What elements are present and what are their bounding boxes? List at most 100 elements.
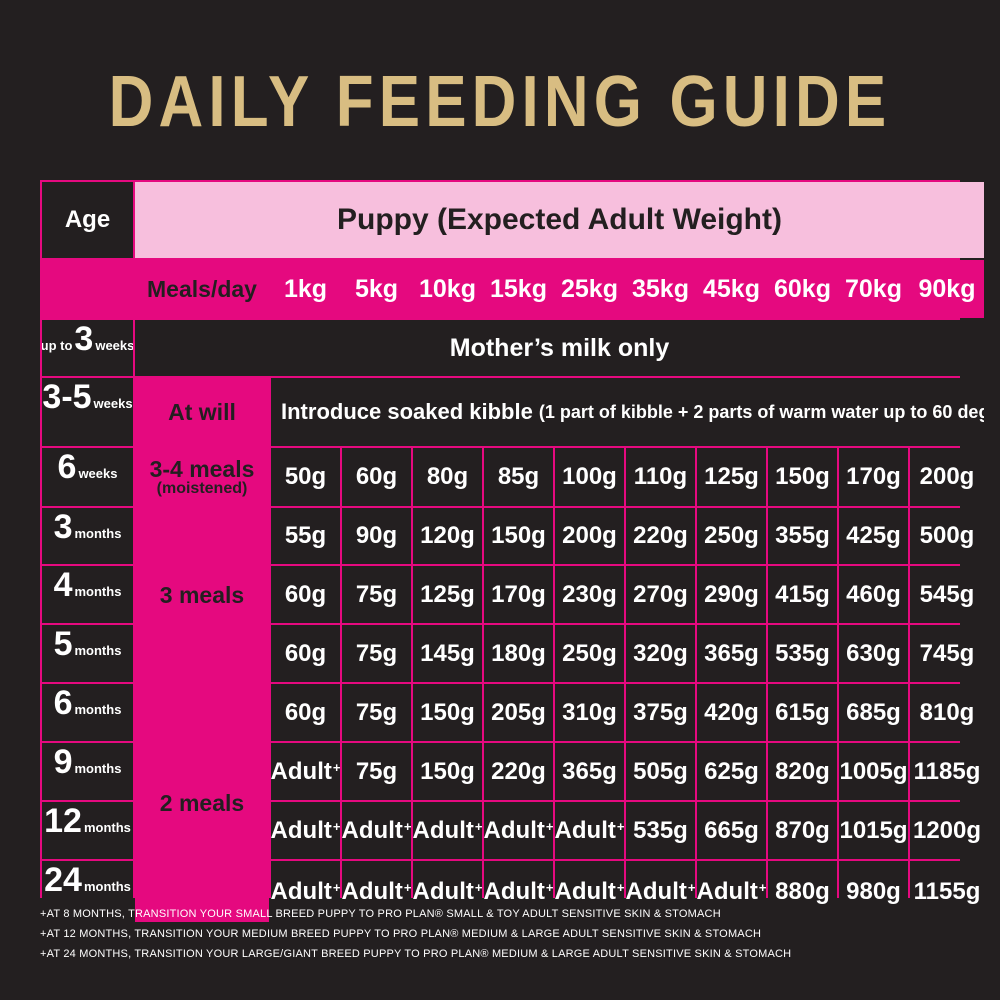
soaked-kibble-note: Introduce soaked kibble (1 part of kibble… <box>271 378 984 446</box>
feeding-amount: 150g <box>768 448 837 506</box>
feeding-amount: 80g <box>413 448 482 506</box>
feeding-amount: 60g <box>271 566 340 623</box>
age-unit: weeks <box>93 396 133 411</box>
weight-header: 35kg <box>626 260 695 318</box>
weight-header: 15kg <box>484 260 553 318</box>
meals-cell: 3-4 meals (moistened) <box>135 448 269 506</box>
age-prefix: up to <box>42 338 73 353</box>
weight-header: 90kg <box>910 260 984 318</box>
weight-header: 70kg <box>839 260 908 318</box>
feeding-amount: 1155g <box>910 861 984 922</box>
age-cell: up to 3 weeks <box>42 320 133 376</box>
feeding-amount: 170g <box>484 566 553 623</box>
age-blank-cell <box>42 260 133 318</box>
age-number: 5 <box>53 625 73 663</box>
feeding-amount: 365g <box>697 625 766 682</box>
feeding-amount: 180g <box>484 625 553 682</box>
footnote: +AT 24 MONTHS, TRANSITION YOUR LARGE/GIA… <box>40 948 792 960</box>
page-title: DAILY FEEDING GUIDE <box>108 62 892 142</box>
feeding-amount: Adult + <box>271 802 340 859</box>
feeding-amount: 745g <box>910 625 984 682</box>
feeding-amount: 685g <box>839 684 908 741</box>
age-unit: weeks <box>78 466 118 481</box>
feeding-amount: 200g <box>910 448 984 506</box>
feeding-amount: Adult + <box>271 743 340 800</box>
feeding-amount: Adult + <box>342 861 411 922</box>
feeding-amount: 75g <box>342 684 411 741</box>
feeding-amount: 1015g <box>839 802 908 859</box>
feeding-amount: 415g <box>768 566 837 623</box>
age-unit: months <box>74 526 122 541</box>
feeding-amount: 75g <box>342 566 411 623</box>
feeding-amount: 220g <box>484 743 553 800</box>
age-unit: months <box>74 643 122 658</box>
feeding-amount: Adult + <box>484 861 553 922</box>
adult-marker: + <box>616 880 624 895</box>
feeding-amount: 1005g <box>839 743 908 800</box>
age-number: 24 <box>44 861 82 899</box>
adult-marker: + <box>403 819 411 834</box>
age-number: 3 <box>53 508 73 546</box>
feeding-amount: 870g <box>768 802 837 859</box>
kibble-note: Introduce soaked kibble <box>281 399 533 424</box>
feeding-amount: 150g <box>413 743 482 800</box>
feeding-amount: 75g <box>342 625 411 682</box>
feeding-amount: 310g <box>555 684 624 741</box>
feeding-amount: 150g <box>484 508 553 564</box>
feeding-amount: 665g <box>697 802 766 859</box>
kibble-note-detail: (1 part of kibble + 2 parts of warm wate… <box>538 401 984 422</box>
feeding-amount: 545g <box>910 566 984 623</box>
feeding-amount: Adult + <box>413 802 482 859</box>
feeding-amount: 50g <box>271 448 340 506</box>
feeding-amount: 100g <box>555 448 624 506</box>
age-cell: 4 months <box>42 566 133 623</box>
meals-cell-2-meals: 2 meals <box>135 684 269 922</box>
feeding-amount: 535g <box>626 802 695 859</box>
feeding-amount: 60g <box>342 448 411 506</box>
feeding-amount: 320g <box>626 625 695 682</box>
feeding-amount: 500g <box>910 508 984 564</box>
feeding-amount: 270g <box>626 566 695 623</box>
age-number: 4 <box>53 566 73 604</box>
feeding-amount: Adult + <box>342 802 411 859</box>
feeding-amount: Adult + <box>484 802 553 859</box>
feeding-amount: 145g <box>413 625 482 682</box>
age-number: 12 <box>44 802 82 840</box>
feeding-amount: 355g <box>768 508 837 564</box>
age-number: 3-5 <box>42 378 92 416</box>
adult-marker: + <box>474 819 482 834</box>
age-unit: weeks <box>95 338 133 353</box>
feeding-amount: 630g <box>839 625 908 682</box>
feeding-amount: 820g <box>768 743 837 800</box>
age-cell: 5 months <box>42 625 133 682</box>
age-unit: months <box>83 820 131 835</box>
age-header: Age <box>42 182 133 258</box>
feeding-amount: 85g <box>484 448 553 506</box>
age-cell: 6 weeks <box>42 448 133 506</box>
meals-label: 3-4 meals <box>149 455 255 482</box>
puppy-header: Puppy (Expected Adult Weight) <box>135 182 984 258</box>
adult-marker: + <box>545 880 553 895</box>
feeding-amount: 1200g <box>910 802 984 859</box>
feeding-amount: 125g <box>413 566 482 623</box>
feeding-amount: Adult + <box>555 802 624 859</box>
feeding-amount: 170g <box>839 448 908 506</box>
weight-header: 5kg <box>342 260 411 318</box>
age-number: 6 <box>53 684 73 722</box>
feeding-amount: 535g <box>768 625 837 682</box>
adult-marker: + <box>758 880 766 895</box>
weight-header: 45kg <box>697 260 766 318</box>
feeding-amount: 220g <box>626 508 695 564</box>
adult-marker: + <box>687 880 695 895</box>
feeding-amount: 250g <box>555 625 624 682</box>
age-unit: months <box>74 584 122 599</box>
meals-cell: At will <box>135 378 269 446</box>
feeding-amount: 90g <box>342 508 411 564</box>
age-unit: months <box>74 702 122 717</box>
feeding-amount: Adult + <box>271 861 340 922</box>
weight-header: 60kg <box>768 260 837 318</box>
meals-per-day-header: Meals/day <box>135 260 269 318</box>
feeding-amount: 125g <box>697 448 766 506</box>
adult-marker: + <box>332 880 340 895</box>
feeding-amount: 75g <box>342 743 411 800</box>
